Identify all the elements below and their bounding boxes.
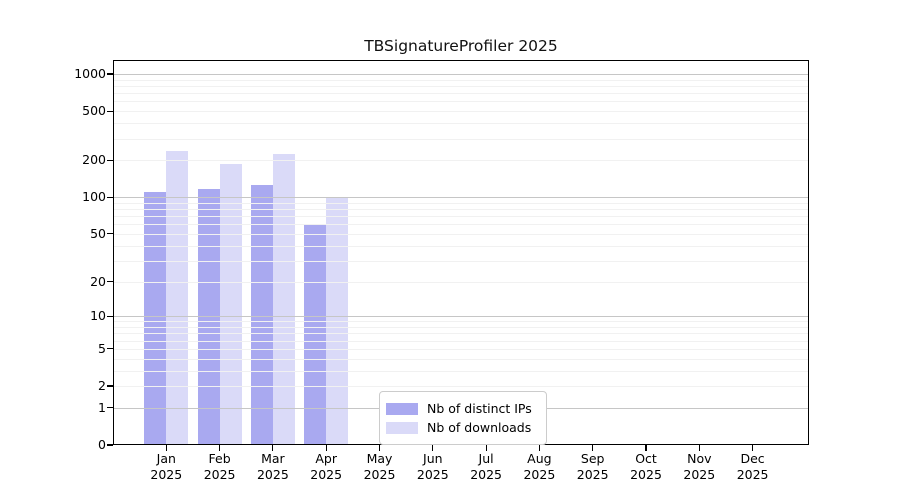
x-tick-mark	[538, 445, 540, 451]
x-tick-label-jul: Jul 2025	[470, 451, 502, 482]
y-tick-label-100: 100	[82, 189, 106, 205]
gridline-30	[113, 260, 809, 262]
gridline-400	[113, 123, 809, 125]
gridline-70	[113, 216, 809, 218]
y-tick-label-200: 200	[82, 152, 106, 168]
x-tick-mark	[378, 445, 381, 451]
y-tick-mark	[107, 110, 113, 112]
gridline-6	[113, 340, 809, 342]
y-tick-label-50: 50	[90, 225, 106, 241]
y-tick-mark	[107, 159, 113, 161]
gridline-4	[113, 358, 809, 360]
bar-distinct-ips-mar	[250, 185, 273, 445]
gridline-600	[113, 101, 809, 103]
bars-layer	[113, 60, 809, 445]
x-tick-mark	[698, 445, 700, 451]
gridline-2	[113, 386, 809, 387]
y-tick-label-2: 2	[98, 378, 106, 393]
gridline-9	[113, 321, 809, 323]
legend-swatch-distinct-ips	[386, 402, 418, 415]
x-tick-mark	[432, 445, 434, 451]
x-tick-mark	[592, 445, 594, 451]
y-tick-label-500: 500	[82, 103, 106, 119]
chart-title: TBSignatureProfiler 2025	[364, 37, 558, 55]
gridline-200	[113, 160, 809, 162]
y-tick-mark	[107, 196, 113, 198]
gridline-300	[113, 138, 809, 140]
legend-swatch-downloads	[386, 421, 418, 434]
legend: Nb of distinct IPs Nb of downloads	[379, 391, 547, 445]
y-tick-label-10: 10	[90, 308, 106, 324]
gridline-5	[113, 348, 809, 350]
y-tick-label-5: 5	[98, 340, 106, 356]
gridline-60	[113, 224, 809, 226]
gridline-50	[113, 233, 809, 235]
x-tick-mark	[485, 445, 487, 451]
gridline-900	[113, 79, 809, 81]
x-tick-label-mar: Mar 2025	[256, 451, 289, 482]
gridline-500	[113, 111, 809, 113]
gridline-80	[113, 209, 809, 210]
y-tick-mark	[107, 385, 113, 387]
gridline-3	[113, 370, 809, 372]
gridline-1000	[113, 74, 809, 75]
bar-distinct-ips-jan	[144, 191, 167, 445]
legend-label: Nb of distinct IPs	[427, 401, 532, 416]
x-tick-label-may: May 2025	[363, 451, 396, 482]
gridline-90	[113, 202, 809, 204]
x-tick-mark	[645, 445, 647, 451]
x-tick-label-aug: Aug 2025	[523, 451, 556, 482]
gridline-7	[113, 333, 809, 335]
y-tick-label-1000: 1000	[74, 66, 106, 81]
y-tick-label-20: 20	[90, 273, 106, 289]
grid-layer	[113, 60, 809, 445]
x-tick-mark	[219, 445, 221, 451]
y-tick-mark	[107, 280, 113, 283]
plot-area	[113, 60, 809, 445]
x-tick-label-dec: Dec 2025	[736, 451, 769, 482]
x-tick-mark	[165, 445, 167, 451]
x-tick-label-jan: Jan 2025	[150, 451, 183, 482]
bar-downloads-apr	[326, 197, 349, 445]
x-tick-label-oct: Oct 2025	[630, 451, 662, 482]
gridline-700	[113, 93, 809, 95]
y-tick-label-0: 0	[98, 437, 106, 452]
gridline-8	[113, 327, 809, 328]
x-tick-label-apr: Apr 2025	[310, 451, 343, 482]
y-tick-mark	[107, 348, 113, 350]
x-tick-mark	[272, 445, 274, 451]
legend-item-downloads: Nb of downloads	[386, 419, 538, 436]
y-tick-mark	[107, 444, 113, 446]
gridline-100	[113, 197, 809, 199]
gridline-20	[113, 281, 809, 283]
x-tick-mark	[325, 445, 327, 451]
bar-distinct-ips-apr	[304, 225, 327, 445]
legend-item-distinct-ips: Nb of distinct IPs	[386, 400, 538, 417]
x-tick-label-feb: Feb 2025	[203, 451, 236, 482]
y-tick-mark	[107, 73, 113, 75]
y-tick-label-1: 1	[98, 399, 106, 415]
y-tick-mark	[107, 315, 113, 317]
gridline-40	[113, 245, 809, 247]
legend-label: Nb of downloads	[427, 420, 532, 435]
x-tick-label-sep: Sep 2025	[576, 451, 609, 482]
gridline-10	[113, 316, 809, 318]
bar-downloads-mar	[272, 154, 295, 445]
x-tick-mark	[752, 445, 754, 451]
y-tick-mark	[107, 407, 113, 409]
gridline-800	[113, 86, 809, 87]
x-tick-label-nov: Nov 2025	[683, 451, 716, 482]
x-tick-label-jun: Jun 2025	[416, 451, 449, 482]
y-tick-mark	[107, 233, 113, 235]
